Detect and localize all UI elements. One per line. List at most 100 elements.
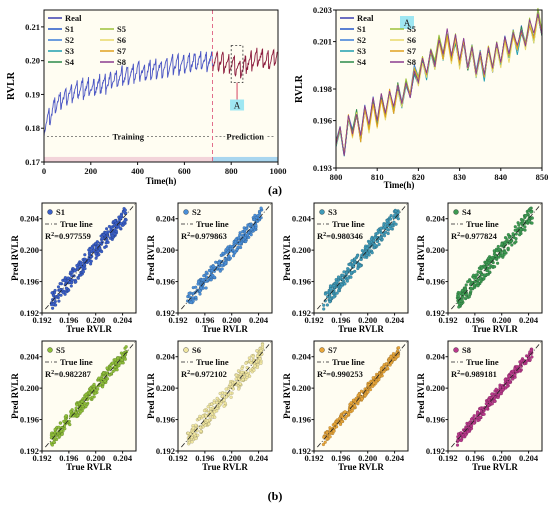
data-point [377,242,381,247]
data-point [383,230,388,234]
legend-entry: S5 [56,345,65,355]
axes-frame [447,340,543,452]
data-point [322,307,326,311]
data-point [198,289,202,293]
data-point [237,236,241,240]
data-point [75,266,80,270]
data-point [476,278,480,282]
data-point [255,354,260,358]
data-point [514,236,518,241]
data-point [392,220,396,224]
data-point [466,430,470,434]
y-tick-label: 0.200 [426,383,445,393]
data-point [189,300,193,305]
y-tick-label: 0.196 [313,116,332,126]
x-axis-label: True RVLR [338,462,384,472]
data-point [197,417,201,421]
data-point [119,213,123,218]
data-point [507,374,511,378]
legend-entry: S1 [357,24,366,34]
x-tick-label: 0.196 [59,315,78,325]
data-point [346,276,350,280]
data-point [461,292,465,296]
data-point [100,236,105,241]
true-line [181,342,271,448]
data-point [519,227,523,232]
data-point [328,297,332,301]
x-tick-label: 0.200 [492,453,511,463]
data-point [234,373,239,377]
x-tick-label: 0.196 [331,315,350,325]
chart-a-right: 800 810 820 830 840 850 0.193 0.196 0.198 0.201 0.… [294,5,548,190]
data-point [509,371,513,376]
data-point [50,306,55,310]
data-point [373,236,377,240]
data-point [460,433,465,437]
prediction-label: Prediction [226,132,264,142]
x-tick-label: 0.192 [304,315,323,325]
data-point [495,261,500,265]
x-tick-label: 0.196 [331,453,350,463]
data-point [393,213,397,217]
data-point [389,213,393,218]
data-point [83,253,87,257]
data-point [259,348,263,353]
data-point [494,254,498,258]
data-point [498,385,502,389]
data-point [482,412,486,416]
data-point [510,243,514,247]
data-point [245,373,249,377]
series-s8 [335,13,543,156]
data-point [205,419,210,423]
data-point [69,409,73,414]
data-point [202,408,207,413]
data-point [57,425,61,429]
y-axis-label: Pred RVLR [146,235,156,281]
data-point [67,288,71,292]
data-point [225,246,229,251]
data-point [359,389,364,393]
data-point [201,278,205,282]
data-point [223,391,227,396]
data-point [325,303,330,307]
data-point [118,361,122,365]
data-point [494,387,498,391]
series-real-prediction [212,47,279,79]
data-point [64,286,69,290]
data-point [336,288,341,293]
data-point [104,227,109,231]
data-point [57,299,61,303]
x-tick-label: 200 [84,166,97,176]
data-point [90,395,95,399]
x-tick-label: 0 [42,166,46,176]
r2-value: R2=0.977824 [451,231,498,241]
data-point [517,223,521,227]
x-tick-label: 810 [371,172,384,182]
data-point [62,424,67,428]
data-point [187,291,191,296]
zoom-tag: A [234,101,241,111]
data-point [252,368,256,372]
data-point [63,275,68,280]
true-line [317,342,407,448]
data-point [485,407,489,411]
y-tick-label: 0.201 [313,37,332,47]
data-point [323,292,328,296]
data-point [230,245,235,249]
axes-frame [447,202,543,314]
data-point [507,235,511,239]
x-tick-label: 0.196 [195,453,214,463]
data-point [322,303,326,307]
data-point [115,368,119,372]
x-tick-label: 0.196 [59,453,78,463]
data-point [260,342,265,347]
data-point [328,284,333,288]
data-point [123,208,127,212]
data-point [500,253,505,257]
data-point [352,262,356,266]
data-point [519,359,524,363]
data-point [457,305,461,309]
data-point [62,419,66,424]
